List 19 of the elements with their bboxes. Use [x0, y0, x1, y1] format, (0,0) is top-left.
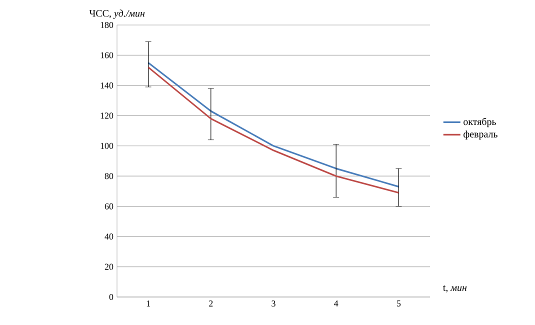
legend-label: октябрь: [464, 118, 496, 128]
y-tick-label: 100: [100, 142, 114, 149]
x-tick-label: 4: [334, 300, 338, 306]
y-tick-label: 0: [109, 294, 114, 300]
x-tick-label: 3: [272, 300, 276, 307]
x-tick-label: 2: [209, 300, 213, 306]
y-tick-label: 40: [104, 234, 114, 240]
y-tick-label: 60: [104, 203, 114, 210]
y-axis-title: ЧСС, уд./мин: [89, 10, 145, 19]
y-tick-label: 140: [100, 82, 114, 88]
y-tick-label: 160: [100, 52, 114, 58]
x-axis-title: t, мин: [443, 285, 467, 292]
y-tick-label: 20: [104, 264, 114, 270]
y-tick-label: 80: [104, 173, 114, 180]
y-tick-label: 180: [100, 22, 114, 28]
x-tick-label: 5: [396, 300, 401, 306]
x-tick-label: 1: [146, 300, 150, 306]
legend-label: февраль: [464, 130, 498, 140]
y-tick-label: 120: [100, 112, 114, 119]
